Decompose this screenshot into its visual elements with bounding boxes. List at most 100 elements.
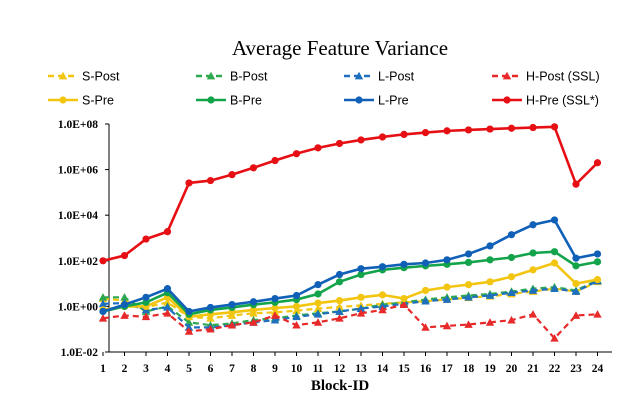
data-point [120,251,129,260]
data-point [292,302,301,310]
data-point [421,259,430,267]
data-point [249,318,258,326]
y-tick-label: 1.0E+02 [58,256,98,268]
legend-marker [502,71,512,80]
legend-label: S-Pre [82,94,114,108]
data-point [442,321,452,330]
x-tick-label: 14 [377,363,389,375]
data-point [464,250,473,258]
data-point [292,320,301,329]
data-point [120,300,129,309]
data-point [228,171,236,179]
x-ticks: 1 2 3 4 5 6 7 8 9 10 11 12 13 14 15 16 17 18 19 20 21 22 23 24 [100,352,604,375]
x-tick-label: 9 [272,363,278,375]
data-point [571,287,581,295]
data-point [185,307,193,316]
legend-item-h-pre-ssl: H-Pre (SSL*) [492,94,599,108]
series-line [102,125,599,263]
data-point [529,221,537,229]
legend-item-b-post: B-Post [196,70,268,84]
data-point [593,250,602,258]
data-point [550,216,559,224]
data-point [507,231,516,239]
data-point [593,258,602,266]
legend-marker [59,96,67,104]
data-point [464,320,473,328]
legend-label: L-Post [378,70,415,84]
data-point [550,248,559,256]
x-tick-label: 5 [186,363,192,375]
legend-marker [354,71,364,80]
data-point [314,299,322,307]
data-point [421,296,430,305]
data-point [184,327,194,335]
data-point [464,258,473,267]
data-point [571,311,581,319]
data-point [593,275,602,284]
data-point [400,260,408,268]
data-point [335,278,344,286]
chart-title: Average Feature Variance [232,36,448,60]
data-point [184,318,194,326]
data-point [270,315,280,324]
x-tick-label: 22 [549,363,561,375]
data-point [271,156,279,165]
legend-label: H-Post (SSL) [526,70,600,84]
data-point [163,303,172,311]
data-point [142,298,150,306]
data-point [313,318,323,326]
legend-label: H-Pre (SSL*) [526,94,599,108]
data-point [529,123,537,132]
legend-label: L-Pre [378,94,409,108]
x-tick-label: 6 [208,363,214,375]
data-point [507,288,516,297]
legend-item-s-post: S-Post [48,70,120,84]
data-point [206,325,215,333]
data-point [335,270,344,279]
x-tick-label: 24 [592,363,604,375]
data-point [314,144,322,152]
data-point [314,281,322,289]
y-tick-label: 1.0E+04 [58,210,98,222]
series-line [102,218,598,313]
legend-marker [503,96,511,104]
data-point [378,305,387,314]
data-point [421,128,430,137]
data-point [271,294,279,303]
series-l-pre [99,216,602,316]
data-point [142,293,150,301]
data-point [572,280,580,288]
data-point [120,293,129,301]
data-point [142,235,150,243]
data-point [249,164,258,172]
data-point [249,306,258,314]
data-point [593,159,602,167]
data-point [357,265,365,273]
data-point [163,298,172,306]
data-point [163,285,172,293]
data-point [292,312,301,321]
x-axis-title: Block-ID [311,378,370,394]
data-point [399,300,409,308]
x-tick-label: 20 [506,363,518,375]
series-h-pre-ssl [99,123,602,265]
data-point [529,249,537,257]
data-point [335,307,344,315]
data-point [528,310,538,318]
data-point [314,290,322,298]
legend-marker [355,96,363,104]
data-point [335,302,344,311]
data-point [443,283,451,291]
x-tick-label: 8 [251,363,257,375]
series-h-post-ssl [98,300,602,342]
data-point [464,281,473,289]
data-point [163,228,172,236]
data-point [572,254,580,262]
data-point [378,263,387,271]
data-point [550,123,559,131]
data-point [486,256,494,264]
series-line [102,250,598,316]
data-point [550,259,559,267]
data-point [507,273,516,281]
